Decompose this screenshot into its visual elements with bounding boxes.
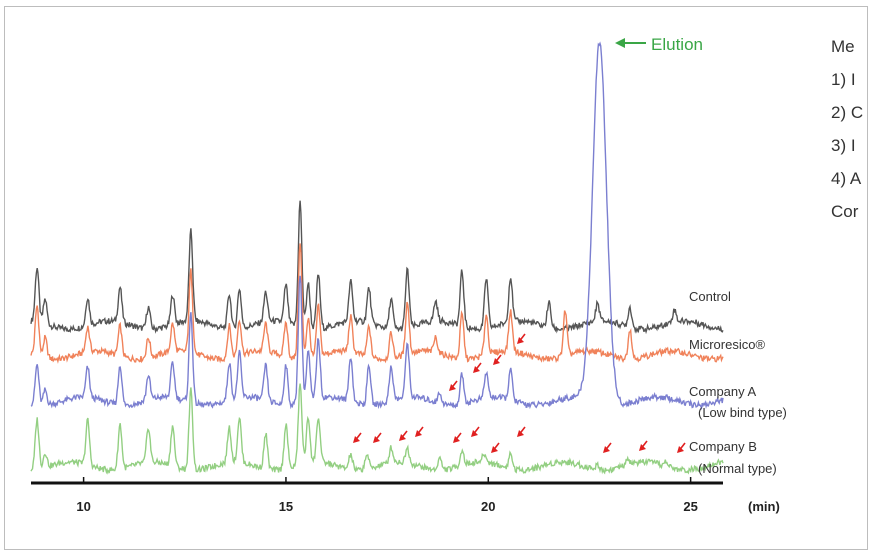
- series-label: Company A: [689, 384, 757, 399]
- series-sublabel: (Normal type): [698, 461, 777, 476]
- side-text-5: 4) A: [831, 169, 862, 188]
- red-arrow-head: [353, 436, 360, 443]
- red-arrow-head: [399, 434, 406, 441]
- x-tick-label: 10: [76, 499, 90, 514]
- side-text-6: Cor: [831, 202, 859, 221]
- series-label: Microresico®: [689, 337, 765, 352]
- trace-company-b: [30, 383, 724, 475]
- red-arrow-head: [453, 436, 460, 443]
- series-sublabel: (Low bind type): [698, 405, 787, 420]
- red-arrow-head: [677, 446, 684, 453]
- red-arrow-head: [517, 337, 524, 344]
- red-arrow-head: [603, 446, 610, 453]
- side-text-3: 2) C: [831, 103, 864, 122]
- x-axis-label: (min): [748, 499, 780, 514]
- elution-label: Elution: [651, 35, 703, 54]
- red-arrow-head: [449, 384, 456, 391]
- chromatogram-chart: 10 15 20 25 (min) Control Microresico® Company …: [30, 35, 787, 514]
- red-arrow-head: [517, 430, 524, 437]
- series-label: Control: [689, 289, 731, 304]
- side-text-2: 1) I: [831, 70, 856, 89]
- side-text-1: Me: [831, 37, 855, 56]
- side-text-4: 3) I: [831, 136, 856, 155]
- red-arrow-head: [373, 436, 380, 443]
- series-label: Company B: [689, 439, 757, 454]
- red-arrow-head: [491, 446, 498, 453]
- trace-company-a: [30, 41, 724, 411]
- trace-control: [30, 200, 724, 335]
- red-arrow-head: [415, 430, 422, 437]
- x-tick-label: 15: [279, 499, 293, 514]
- red-arrow-head: [639, 444, 646, 451]
- red-arrow-head: [473, 366, 480, 373]
- trace-microresico-: [30, 243, 724, 364]
- x-tick-label: 20: [481, 499, 495, 514]
- red-arrow-head: [471, 430, 478, 437]
- red-arrow-head: [493, 358, 500, 365]
- elution-arrow-head: [615, 38, 625, 48]
- chart-frame: 10 15 20 25 (min) Control Microresico® Company …: [4, 6, 868, 550]
- x-tick-label: 25: [683, 499, 697, 514]
